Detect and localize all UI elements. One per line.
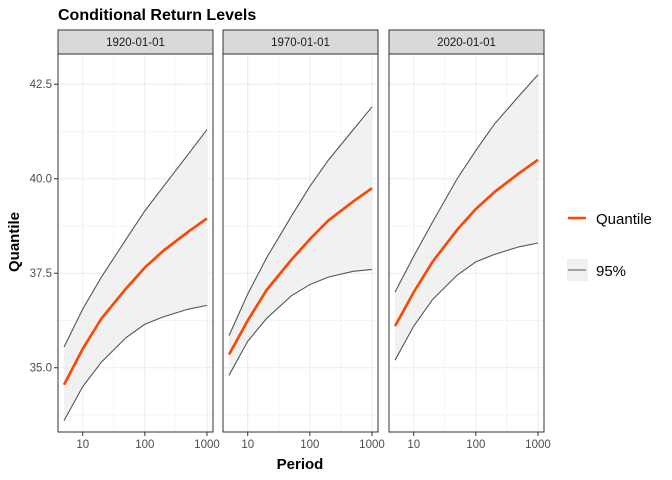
lower-bound-line bbox=[63, 304, 208, 421]
x-tick-label: 1000 bbox=[194, 439, 220, 451]
y-tick-label: 35.0 bbox=[30, 363, 52, 375]
x-tick-label: 10 bbox=[241, 439, 254, 451]
legend: Quantile 95% bbox=[567, 211, 652, 281]
upper-bound-line bbox=[63, 129, 208, 348]
lower-bound-line bbox=[394, 242, 539, 361]
panel-border bbox=[222, 53, 379, 433]
facet-strip-label: 1920-01-01 bbox=[106, 37, 165, 49]
legend-label-quantile: Quantile bbox=[596, 211, 652, 228]
x-tick-label: 1000 bbox=[359, 439, 385, 451]
facet-panel-2020-01-01: 2020-01-01 10 100 1000 bbox=[388, 29, 551, 451]
confidence-band bbox=[64, 129, 207, 421]
facet-strip-label: 1970-01-01 bbox=[271, 37, 330, 49]
chart-title: Conditional Return Levels bbox=[58, 7, 256, 24]
upper-bound-line bbox=[228, 106, 373, 336]
panel-border bbox=[388, 53, 545, 433]
x-tick-label: 100 bbox=[466, 439, 485, 451]
x-tick-label: 100 bbox=[300, 439, 319, 451]
y-axis-title: Quantile bbox=[6, 212, 23, 272]
lower-bound-line bbox=[228, 268, 373, 376]
quantile-line bbox=[393, 158, 539, 327]
facet-strip bbox=[57, 29, 214, 55]
quantile-line bbox=[227, 187, 373, 356]
facet-strip bbox=[222, 29, 379, 55]
x-tick-label: 10 bbox=[407, 439, 420, 451]
y-axis: 35.0 37.5 40.0 42.5 bbox=[30, 79, 58, 375]
quantile-line bbox=[62, 217, 208, 386]
facet-panel-1970-01-01: 1970-01-01 10 100 1000 bbox=[222, 29, 385, 451]
y-tick-label: 37.5 bbox=[30, 268, 52, 280]
facet-panel-1920-01-01: 1920-01-01 10 100 1000 bbox=[57, 29, 220, 451]
x-axis-title: Period bbox=[277, 456, 324, 473]
confidence-band bbox=[229, 106, 372, 376]
y-tick-label: 40.0 bbox=[30, 174, 52, 186]
upper-bound-line bbox=[394, 74, 539, 293]
panel-border bbox=[57, 53, 214, 433]
x-tick-label: 10 bbox=[76, 439, 89, 451]
y-tick-label: 42.5 bbox=[30, 79, 52, 91]
facet-strip-label: 2020-01-01 bbox=[437, 37, 496, 49]
facet-strip bbox=[388, 29, 545, 55]
legend-label-95: 95% bbox=[596, 263, 626, 280]
x-tick-label: 100 bbox=[135, 439, 154, 451]
x-tick-label: 1000 bbox=[525, 439, 551, 451]
